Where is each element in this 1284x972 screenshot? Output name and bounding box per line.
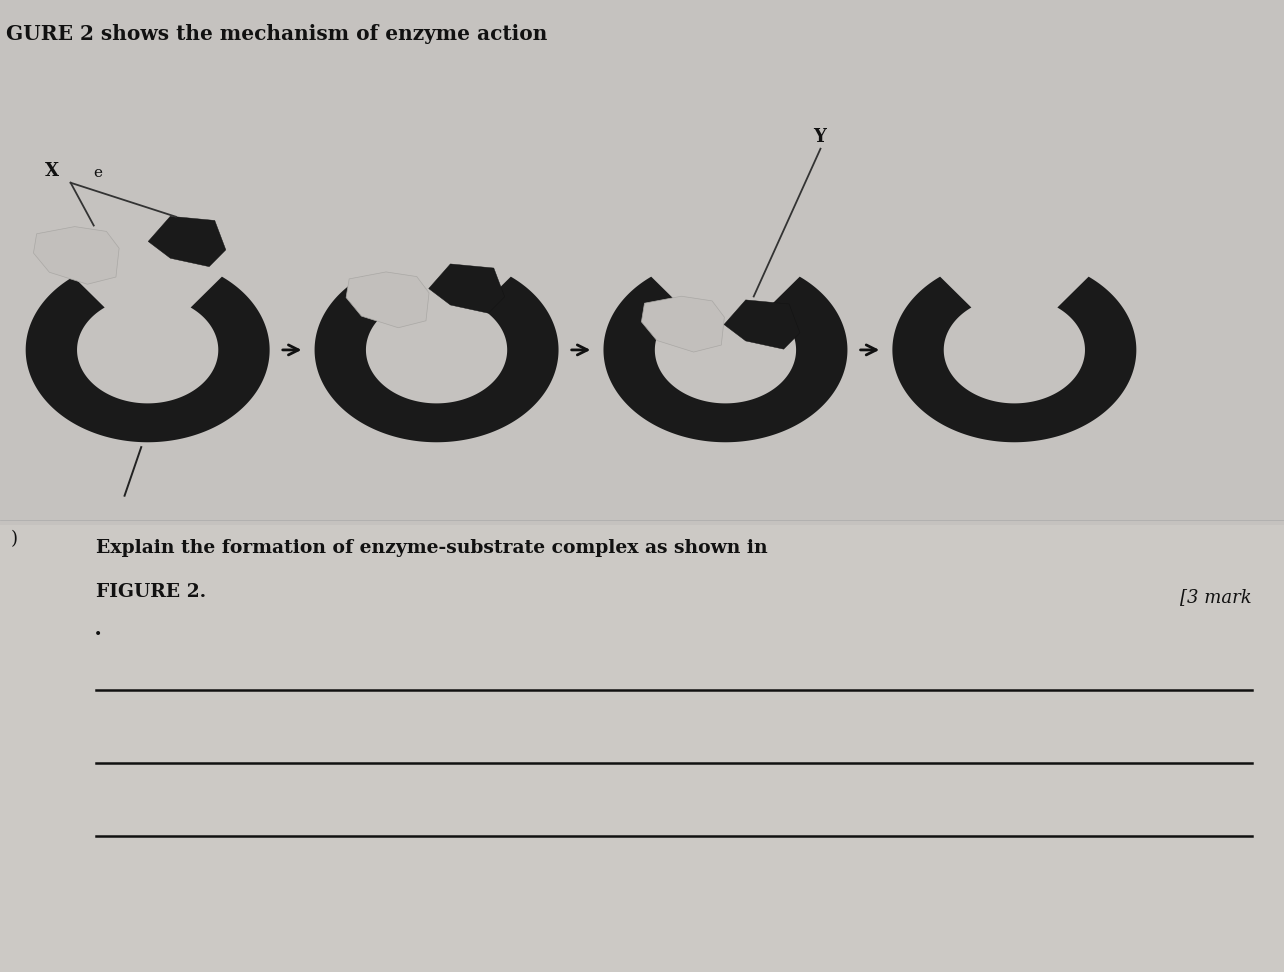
Text: •: • bbox=[94, 627, 101, 641]
Polygon shape bbox=[429, 264, 505, 313]
Text: ): ) bbox=[10, 530, 17, 548]
Text: Y: Y bbox=[813, 127, 826, 146]
Text: e: e bbox=[94, 166, 103, 180]
Bar bbox=[0, 0, 1284, 525]
Text: FIGURE 2.: FIGURE 2. bbox=[96, 583, 207, 602]
Text: X: X bbox=[45, 161, 59, 180]
Polygon shape bbox=[642, 296, 724, 352]
Polygon shape bbox=[148, 216, 226, 266]
Bar bbox=[0, 525, 1284, 972]
Polygon shape bbox=[347, 272, 429, 328]
Text: Explain the formation of enzyme-substrate complex as shown in: Explain the formation of enzyme-substrat… bbox=[96, 539, 768, 558]
Text: [3 mark: [3 mark bbox=[1180, 588, 1252, 607]
Polygon shape bbox=[26, 277, 270, 442]
Polygon shape bbox=[603, 277, 847, 442]
Polygon shape bbox=[892, 277, 1136, 442]
Text: GURE 2 shows the mechanism of enzyme action: GURE 2 shows the mechanism of enzyme act… bbox=[6, 24, 548, 45]
Polygon shape bbox=[724, 300, 800, 349]
Polygon shape bbox=[315, 277, 559, 442]
Polygon shape bbox=[33, 226, 119, 284]
